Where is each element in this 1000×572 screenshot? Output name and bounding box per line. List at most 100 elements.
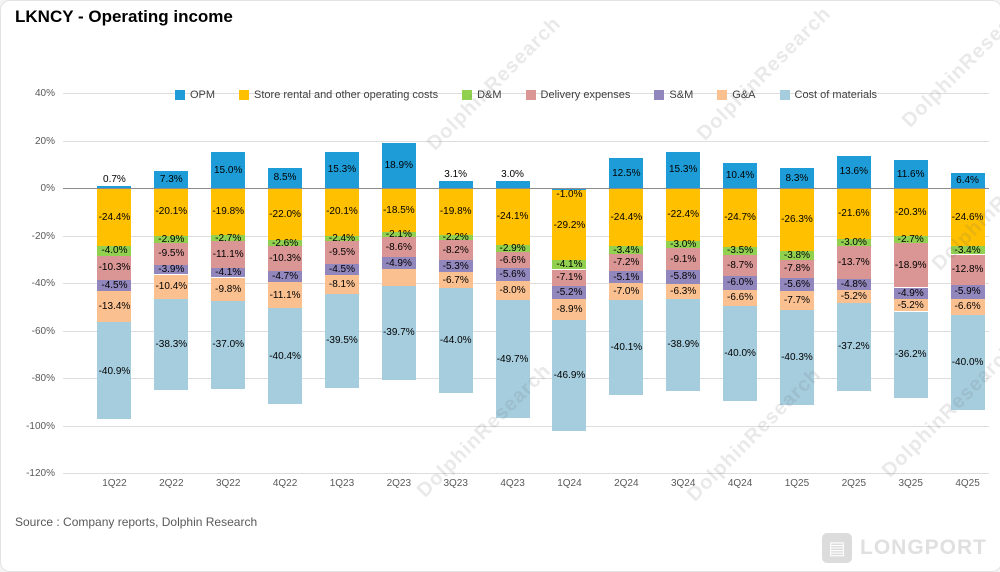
bar-segment-ga xyxy=(609,283,644,300)
bar-segment-sm xyxy=(324,264,359,275)
bar-segment-materials xyxy=(552,319,587,432)
segment-label: -24.7% xyxy=(724,211,756,223)
segment-label: -44.0% xyxy=(439,335,472,346)
segment-label: 15.3% xyxy=(669,164,698,176)
segment-label: -5.8% xyxy=(670,271,697,283)
segment-label: -12.8% xyxy=(951,264,984,276)
bar-segment-delivery xyxy=(723,255,758,276)
bar-segment-sm xyxy=(211,267,246,278)
segment-label: -5.6% xyxy=(499,268,526,280)
bar-segment-ga xyxy=(381,269,416,286)
x-axis-label: 4Q22 xyxy=(272,478,298,489)
segment-label: -7.1% xyxy=(556,272,583,284)
y-axis-label: 40% xyxy=(34,88,55,99)
segment-label: -11.1% xyxy=(212,249,244,261)
bar-segment-store-rental xyxy=(97,188,132,246)
segment-label: 8.5% xyxy=(273,172,297,184)
segment-label: -4.1% xyxy=(556,259,583,271)
segment-label: 3.0% xyxy=(501,168,524,180)
segment-label: -2.6% xyxy=(272,237,299,249)
bar-segment-store-rental xyxy=(950,188,985,247)
bar-segment-opm xyxy=(211,152,246,188)
segment-label: -39.7% xyxy=(382,327,415,339)
bar-segment-sm xyxy=(609,271,644,284)
x-axis-label: 4Q23 xyxy=(500,478,525,489)
bar-segment-store-rental xyxy=(154,188,189,236)
segment-label: -5.2% xyxy=(556,287,583,298)
bar-segment-dm xyxy=(723,246,758,255)
segment-label: 3.1% xyxy=(444,168,468,180)
segment-label: -3.0% xyxy=(840,237,867,249)
segment-label: -46.9% xyxy=(553,370,586,381)
segment-label: -4.1% xyxy=(215,267,242,279)
legend-swatch-store-rental xyxy=(239,90,250,100)
segment-label: -20.1% xyxy=(326,206,358,218)
bar-segment-materials xyxy=(609,299,644,396)
bar-segment-dm xyxy=(324,235,359,242)
y-axis-label: -60% xyxy=(31,325,55,337)
bar-segment-materials xyxy=(97,322,132,420)
bar-segment-dm xyxy=(97,246,132,256)
legend-item-materials: Cost of materials xyxy=(779,89,877,101)
segment-label: -29.2% xyxy=(553,219,586,231)
bar-segment-sm xyxy=(552,286,587,299)
segment-label: 0.7% xyxy=(103,174,126,186)
bar-segment-ga xyxy=(268,282,303,309)
segment-label: -19.8% xyxy=(439,206,472,217)
legend-item-sm: S&M xyxy=(654,89,693,101)
segment-label: -38.3% xyxy=(155,339,188,351)
segment-label: -40.0% xyxy=(724,347,756,359)
segment-label: -38.9% xyxy=(667,339,700,351)
legend-item-opm: OPM xyxy=(174,89,215,101)
bar-segment-opm xyxy=(381,143,416,188)
segment-label: -9.8% xyxy=(215,283,242,295)
legend-item-store-rental: Store rental and other operating costs xyxy=(239,89,438,101)
segment-label: -8.1% xyxy=(328,278,355,290)
segment-label: -11.1% xyxy=(269,289,301,301)
segment-label: -36.2% xyxy=(894,349,927,360)
segment-label: -9.5% xyxy=(328,247,355,259)
segment-label: -4.9% xyxy=(897,287,924,299)
bar-segment-ga xyxy=(552,298,587,320)
bar-segment-materials xyxy=(268,308,303,405)
bar-segment-ga xyxy=(723,289,758,306)
segment-label: 8.3% xyxy=(785,172,809,184)
segment-label: -3.0% xyxy=(670,239,697,251)
segment-label: -24.6% xyxy=(951,211,984,223)
segment-label: -24.1% xyxy=(496,211,529,223)
x-axis-label: 1Q22 xyxy=(102,478,127,489)
bar-segment-dm xyxy=(893,236,928,243)
segment-label: -39.5% xyxy=(326,335,358,347)
segment-label: -3.5% xyxy=(727,245,754,257)
segment-label: 6.4% xyxy=(956,174,979,186)
segment-label: -8.9% xyxy=(556,303,583,315)
segment-label: -22.0% xyxy=(269,208,301,220)
legend-swatch-dm xyxy=(462,90,473,100)
segment-label: -8.6% xyxy=(385,241,412,253)
bar-segment-opm xyxy=(723,163,758,188)
segment-label: -13.4% xyxy=(98,301,131,312)
bar-segment-ga xyxy=(779,291,814,310)
bar-segment-dm xyxy=(552,259,587,270)
bar-segment-opm xyxy=(97,186,132,188)
legend-item-dm: D&M xyxy=(462,89,502,101)
segment-label: -40.9% xyxy=(98,365,131,377)
segment-label: -19.8% xyxy=(212,206,245,217)
bar-segment-sm xyxy=(779,278,814,292)
segment-label: -4.9% xyxy=(385,257,412,269)
segment-label: -1.0% xyxy=(556,189,583,200)
x-axis-label: 2Q24 xyxy=(614,478,639,489)
legend-swatch-opm xyxy=(174,90,185,100)
bar-segment-dm xyxy=(438,235,473,241)
segment-label: -20.1% xyxy=(155,206,188,218)
bar-segment-delivery xyxy=(893,242,928,288)
bar-segment-sm xyxy=(723,275,758,290)
segment-label: -21.6% xyxy=(837,208,870,220)
gridline xyxy=(63,425,989,427)
legend-swatch-delivery xyxy=(525,90,536,100)
bar-segment-sm xyxy=(836,279,871,291)
bar-segment-dm xyxy=(268,240,303,247)
y-axis-label: -100% xyxy=(26,420,55,432)
bar-segment-sm xyxy=(268,270,303,283)
segment-label: -13.7% xyxy=(837,257,870,269)
